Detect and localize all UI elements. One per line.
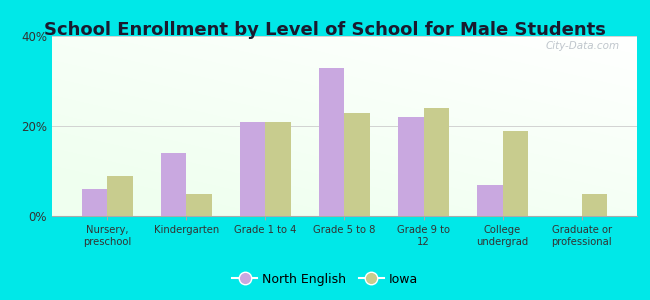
Bar bbox=[398, 117, 424, 216]
Bar bbox=[424, 108, 449, 216]
Text: City-Data.com: City-Data.com bbox=[545, 41, 619, 51]
Bar bbox=[240, 122, 265, 216]
Bar bbox=[265, 122, 291, 216]
Bar bbox=[161, 153, 187, 216]
Legend: North English, Iowa: North English, Iowa bbox=[227, 268, 423, 291]
Bar bbox=[582, 194, 607, 216]
Bar bbox=[477, 184, 502, 216]
Bar bbox=[107, 176, 133, 216]
Bar bbox=[319, 68, 344, 216]
Bar bbox=[344, 112, 370, 216]
Bar bbox=[82, 189, 107, 216]
Bar bbox=[187, 194, 212, 216]
Bar bbox=[502, 130, 528, 216]
Text: School Enrollment by Level of School for Male Students: School Enrollment by Level of School for… bbox=[44, 21, 606, 39]
